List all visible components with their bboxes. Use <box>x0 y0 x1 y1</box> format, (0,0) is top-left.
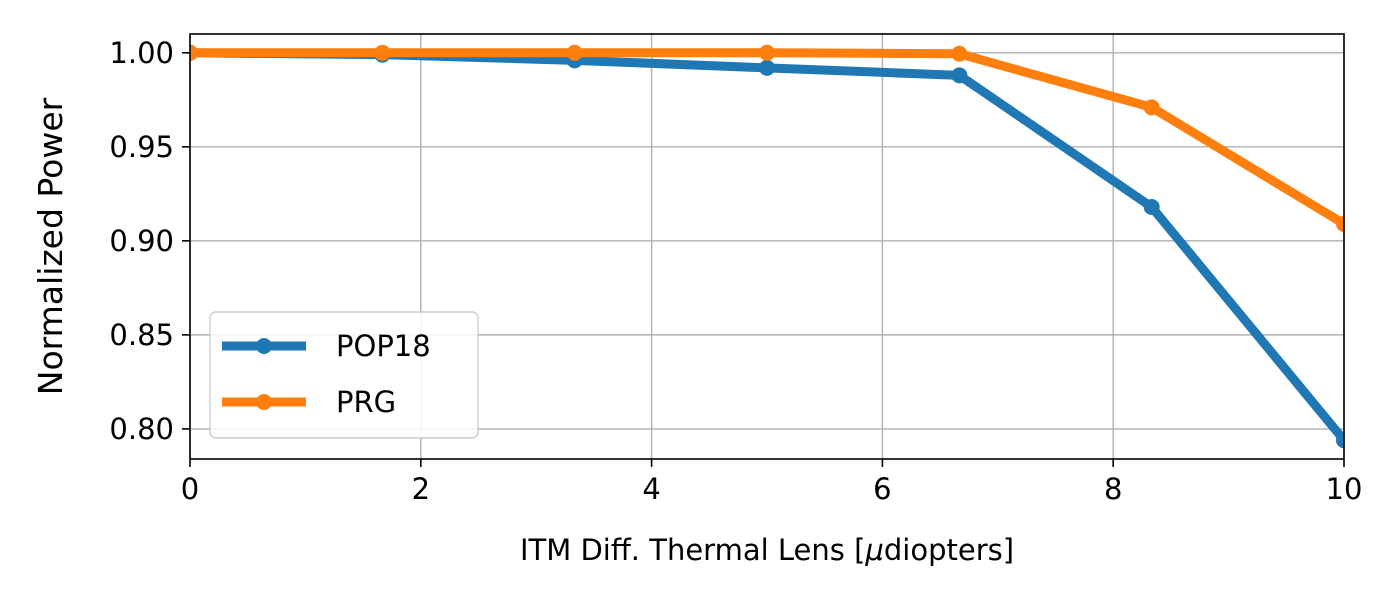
y-tick-label: 0.80 <box>109 412 174 446</box>
legend-label-pop18: POP18 <box>336 329 431 363</box>
x-tick-label: 6 <box>873 472 891 506</box>
data-point-prg <box>1143 99 1160 116</box>
legend-marker-pop18 <box>256 338 272 354</box>
data-point-pop18 <box>1143 199 1160 216</box>
y-tick-label: 0.90 <box>109 224 174 258</box>
data-point-pop18 <box>1336 432 1344 449</box>
x-tick-label: 8 <box>1104 472 1122 506</box>
data-point-prg <box>759 44 775 61</box>
legend-marker-prg <box>256 394 272 410</box>
legend: POP18 PRG <box>209 311 479 439</box>
plot-frame <box>189 33 1345 460</box>
series-line-prg <box>190 48 1344 228</box>
series-layer <box>190 44 1344 449</box>
y-axis-ticks: 0.80 0.85 0.90 0.95 1.00 <box>109 36 190 446</box>
data-point-prg <box>1336 215 1344 232</box>
y-axis-label: Normalized Power <box>31 97 70 395</box>
data-point-prg <box>566 44 583 61</box>
x-tick-label: 2 <box>412 472 430 506</box>
y-tick-label: 0.85 <box>109 318 174 352</box>
data-point-prg <box>190 44 198 61</box>
x-tick-label: 4 <box>642 472 660 506</box>
data-point-prg <box>951 45 968 62</box>
data-point-pop18 <box>951 67 968 84</box>
x-tick-label: 0 <box>181 472 199 506</box>
legend-label-prg: PRG <box>336 385 396 419</box>
y-tick-label: 0.95 <box>109 130 174 164</box>
x-axis-label: ITM Diff. Thermal Lens [μdiopters] <box>520 533 1014 567</box>
data-point-pop18 <box>759 59 775 76</box>
x-tick-label: 10 <box>1326 472 1363 506</box>
y-tick-label: 1.00 <box>109 36 174 70</box>
x-axis-ticks: 0 2 4 6 8 10 <box>181 459 1363 506</box>
data-point-prg <box>374 44 391 61</box>
